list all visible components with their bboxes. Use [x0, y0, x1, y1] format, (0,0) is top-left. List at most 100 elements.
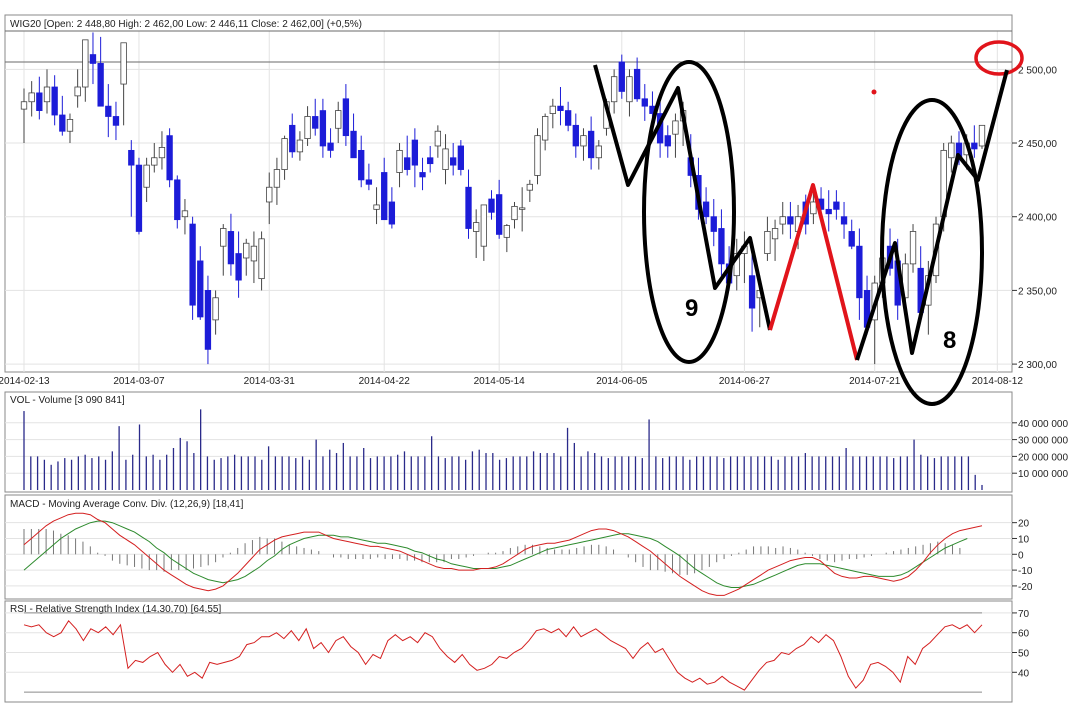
- candle: [580, 128, 587, 161]
- candle: [404, 135, 411, 176]
- price-x-tick-label: 2014-04-22: [359, 376, 411, 387]
- candle-body: [710, 216, 717, 232]
- macd-y-tick-label: -20: [1018, 582, 1033, 593]
- annotation-label-8: 8: [943, 327, 956, 354]
- volume-y-axis: 40 000 000 30 000 000 20 000 000 10 000 000: [1012, 419, 1068, 480]
- candle: [779, 201, 786, 235]
- macd-line: [23, 512, 983, 596]
- candle: [66, 113, 74, 144]
- rsi-y-axis: 70 60 50 40: [1012, 609, 1030, 679]
- macd-y-tick-label: 0: [1018, 550, 1024, 561]
- candle-body: [158, 147, 166, 159]
- candle: [473, 209, 480, 258]
- candle-body: [227, 231, 235, 265]
- candle-body: [135, 164, 143, 232]
- candle-body: [664, 135, 671, 147]
- rsi-line: [23, 619, 983, 691]
- volume-y-tick-label: 20 000 000: [1018, 452, 1068, 463]
- candle: [564, 101, 572, 132]
- candle: [450, 143, 457, 176]
- macd-signal-line: [23, 520, 968, 588]
- candle: [235, 231, 242, 298]
- candle: [319, 98, 327, 158]
- candle-body: [595, 145, 602, 159]
- candle: [526, 179, 533, 202]
- candle: [396, 143, 403, 188]
- candle: [641, 84, 648, 121]
- price-x-tick-label: 2014-02-13: [0, 376, 50, 387]
- candle: [496, 179, 503, 239]
- price-x-tick-label: 2014-08-12: [972, 376, 1024, 387]
- candle-body: [978, 124, 986, 147]
- annotation-zigzag-red: [768, 183, 859, 361]
- candle-body: [427, 157, 434, 165]
- volume-bars: [23, 409, 983, 490]
- candle-body: [848, 231, 855, 247]
- price-x-tick-label: 2014-05-14: [474, 376, 526, 387]
- candle: [266, 172, 273, 225]
- volume-y-tick-label: 10 000 000: [1018, 469, 1068, 480]
- candle-body: [281, 138, 288, 170]
- candle-body: [526, 183, 533, 191]
- candle-body: [404, 157, 411, 170]
- candle-body: [174, 179, 181, 221]
- candle: [212, 290, 219, 335]
- price-x-axis: 2014-02-13 2014-03-07 2014-03-31 2014-04-22…: [0, 376, 1023, 387]
- candle-body: [89, 54, 97, 64]
- candle: [503, 224, 510, 253]
- candle-body: [549, 105, 556, 114]
- candle: [557, 87, 564, 126]
- candle-body: [28, 92, 35, 103]
- candle-body: [396, 149, 403, 173]
- candle: [388, 187, 396, 229]
- candle-body: [771, 228, 779, 240]
- candle: [718, 209, 725, 276]
- candle-body: [496, 194, 503, 235]
- candle-body: [971, 142, 978, 150]
- candle: [771, 219, 779, 261]
- macd-y-axis: 20 10 0 -10 -20: [1012, 519, 1033, 593]
- candle: [327, 128, 334, 158]
- candle: [197, 246, 204, 320]
- candle-body: [166, 135, 173, 181]
- macd-histogram: [23, 528, 961, 575]
- volume-panel: VOL - Volume [3 090 841] 40 000 000 30 00…: [4, 391, 1068, 493]
- candle-body: [82, 39, 89, 88]
- candle: [465, 169, 472, 239]
- candle: [36, 76, 43, 120]
- candle: [442, 134, 449, 185]
- candle: [105, 84, 112, 138]
- candle-body: [434, 130, 442, 147]
- price-x-tick-label: 2014-03-07: [113, 376, 165, 387]
- candle-body: [626, 76, 633, 103]
- candle: [457, 140, 465, 176]
- candle-body: [197, 260, 204, 318]
- candle: [587, 116, 595, 170]
- candle: [312, 98, 319, 136]
- candle: [381, 157, 388, 221]
- candle-body: [503, 225, 510, 238]
- candle: [948, 135, 955, 173]
- candle: [480, 204, 487, 261]
- candle: [258, 231, 265, 291]
- candle: [20, 88, 28, 144]
- candle-body: [258, 238, 265, 280]
- annotation-label-9: 9: [685, 295, 698, 322]
- candle-body: [74, 86, 81, 97]
- candle-body: [296, 139, 304, 153]
- price-x-tick-label: 2014-07-21: [849, 376, 901, 387]
- candle-body: [350, 130, 357, 159]
- candle-body: [181, 210, 189, 218]
- candle: [610, 69, 618, 114]
- macd-lines: [23, 512, 983, 596]
- candle: [51, 75, 58, 126]
- candle-body: [373, 204, 380, 210]
- candle: [427, 145, 434, 173]
- candle: [59, 95, 66, 136]
- candle: [787, 201, 794, 239]
- candle-body: [787, 216, 794, 225]
- price-x-tick-label: 2014-03-31: [244, 376, 296, 387]
- candle-body: [450, 157, 457, 166]
- candle-body: [833, 201, 840, 210]
